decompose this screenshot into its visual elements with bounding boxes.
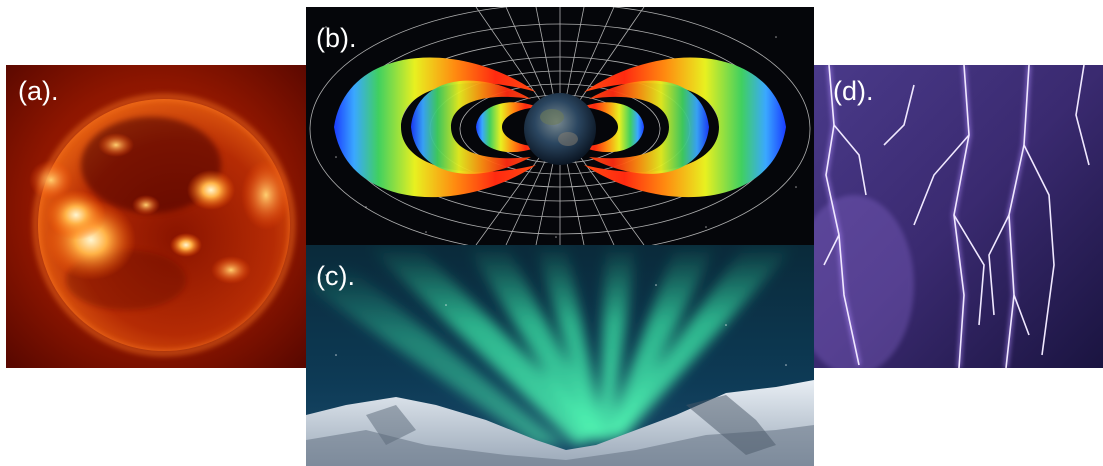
- earth-globe: [524, 93, 596, 165]
- panel-a-label: (a).: [18, 76, 59, 106]
- lightning-image: [814, 65, 1103, 368]
- aurora-panel: [306, 245, 814, 466]
- radiation-belts-image: [306, 7, 814, 245]
- radiation-belts-panel: [306, 7, 814, 245]
- panel-c-label: (c).: [316, 261, 355, 291]
- aurora-image: [306, 245, 814, 466]
- sun-xray-image: [6, 65, 307, 368]
- sun-xray-panel: [6, 65, 307, 368]
- panel-d-label: (d).: [833, 76, 874, 106]
- panel-b-label: (b).: [316, 23, 357, 53]
- lightning-panel: [814, 65, 1103, 368]
